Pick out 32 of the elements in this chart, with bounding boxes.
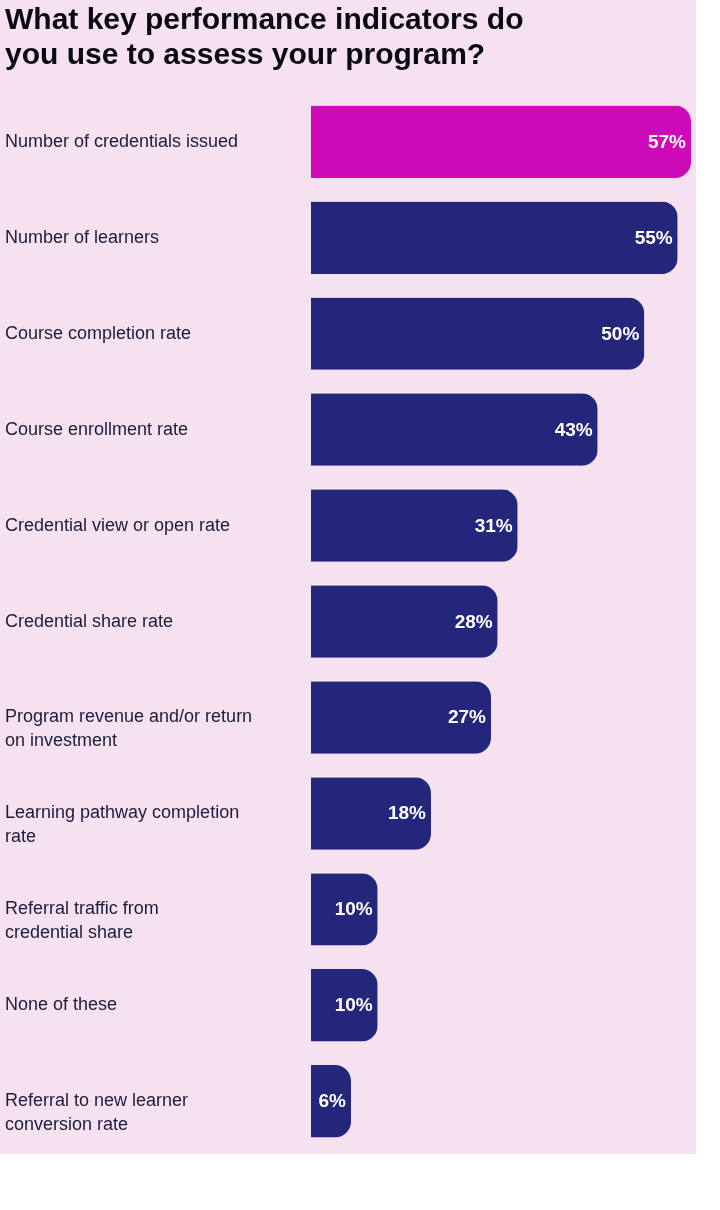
- bar: [311, 969, 378, 1042]
- y-tick-label: Referral to new learner conversion rate: [5, 1090, 189, 1135]
- bar: [311, 297, 645, 370]
- data-label: 10%: [334, 898, 373, 920]
- data-label: 27%: [447, 706, 487, 728]
- bar: [311, 105, 691, 178]
- bar: [311, 681, 491, 754]
- data-label: 31%: [474, 514, 513, 536]
- chart-title: What key performance indicators do you use to assess your program?: [5, 2, 524, 70]
- y-tick-label: Learning pathway completion rate: [5, 802, 240, 847]
- bar: [311, 201, 678, 274]
- data-label: 43%: [554, 418, 593, 440]
- bar: [311, 585, 498, 658]
- y-tick-label: Credential share rate: [5, 610, 174, 631]
- y-tick-label: Course enrollment rate: [5, 418, 189, 439]
- data-label: 10%: [334, 994, 373, 1016]
- data-label: 28%: [454, 610, 493, 632]
- y-tick-label: Number of credentials issued: [5, 130, 239, 151]
- data-label: 18%: [387, 802, 427, 824]
- y-tick-label: Course completion rate: [5, 322, 192, 343]
- y-tick-label: Credential view or open rate: [5, 514, 231, 535]
- data-label: 50%: [601, 322, 640, 344]
- bar: [311, 777, 431, 850]
- data-label: 6%: [318, 1090, 347, 1112]
- bar: [311, 489, 518, 562]
- y-tick-label: Referral traffic from credential share: [5, 898, 159, 943]
- y-tick-label: Number of learners: [5, 226, 160, 247]
- data-label: 57%: [647, 130, 687, 152]
- y-tick-label: Program revenue and/or return on investment: [5, 706, 253, 751]
- y-tick-label: None of these: [5, 994, 118, 1015]
- bar: [311, 393, 598, 466]
- data-label: 55%: [634, 226, 673, 248]
